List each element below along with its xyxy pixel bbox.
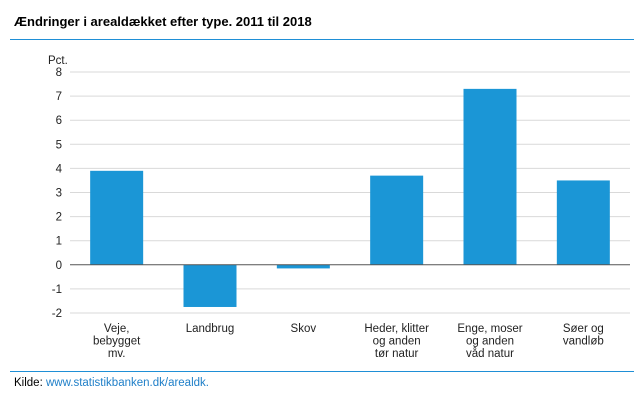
bar [556, 180, 610, 265]
source-label: Kilde: [14, 377, 43, 389]
y-tick-label: -2 [52, 308, 62, 320]
bar [463, 88, 517, 265]
y-tick-label: -1 [52, 284, 62, 296]
y-tick-label: 4 [56, 163, 63, 175]
bar [276, 264, 330, 269]
bar [90, 170, 144, 265]
chart-title: Ændringer i arealdækket efter type. 2011… [14, 14, 312, 29]
bar [183, 264, 237, 307]
category-label: Veje, bebygget mv. [93, 323, 141, 360]
source-link[interactable]: www.statistikbanken.dk/arealdk. [45, 377, 209, 389]
source-note: Kilde: www.statistikbanken.dk/arealdk. [14, 377, 209, 389]
category-label: Landbrug [186, 323, 235, 335]
y-axis-label: Pct. [48, 55, 68, 67]
category-label: Enge, moser og anden våd natur [457, 323, 522, 360]
source-rule [10, 371, 634, 372]
category-label: Skov [291, 323, 317, 335]
y-tick-label: 7 [56, 91, 62, 103]
y-tick-label: 5 [56, 139, 62, 151]
y-tick-label: 3 [56, 188, 62, 200]
y-tick-label: 6 [56, 115, 62, 127]
bar [370, 175, 424, 265]
y-tick-label: 2 [56, 212, 62, 224]
y-tick-label: 8 [56, 67, 62, 79]
category-label: Søer og vandløb [563, 323, 604, 348]
title-rule [10, 39, 634, 40]
y-tick-label: 1 [56, 236, 62, 248]
y-tick-label: 0 [56, 260, 62, 272]
category-label: Heder, klitter og anden tør natur [364, 323, 429, 360]
